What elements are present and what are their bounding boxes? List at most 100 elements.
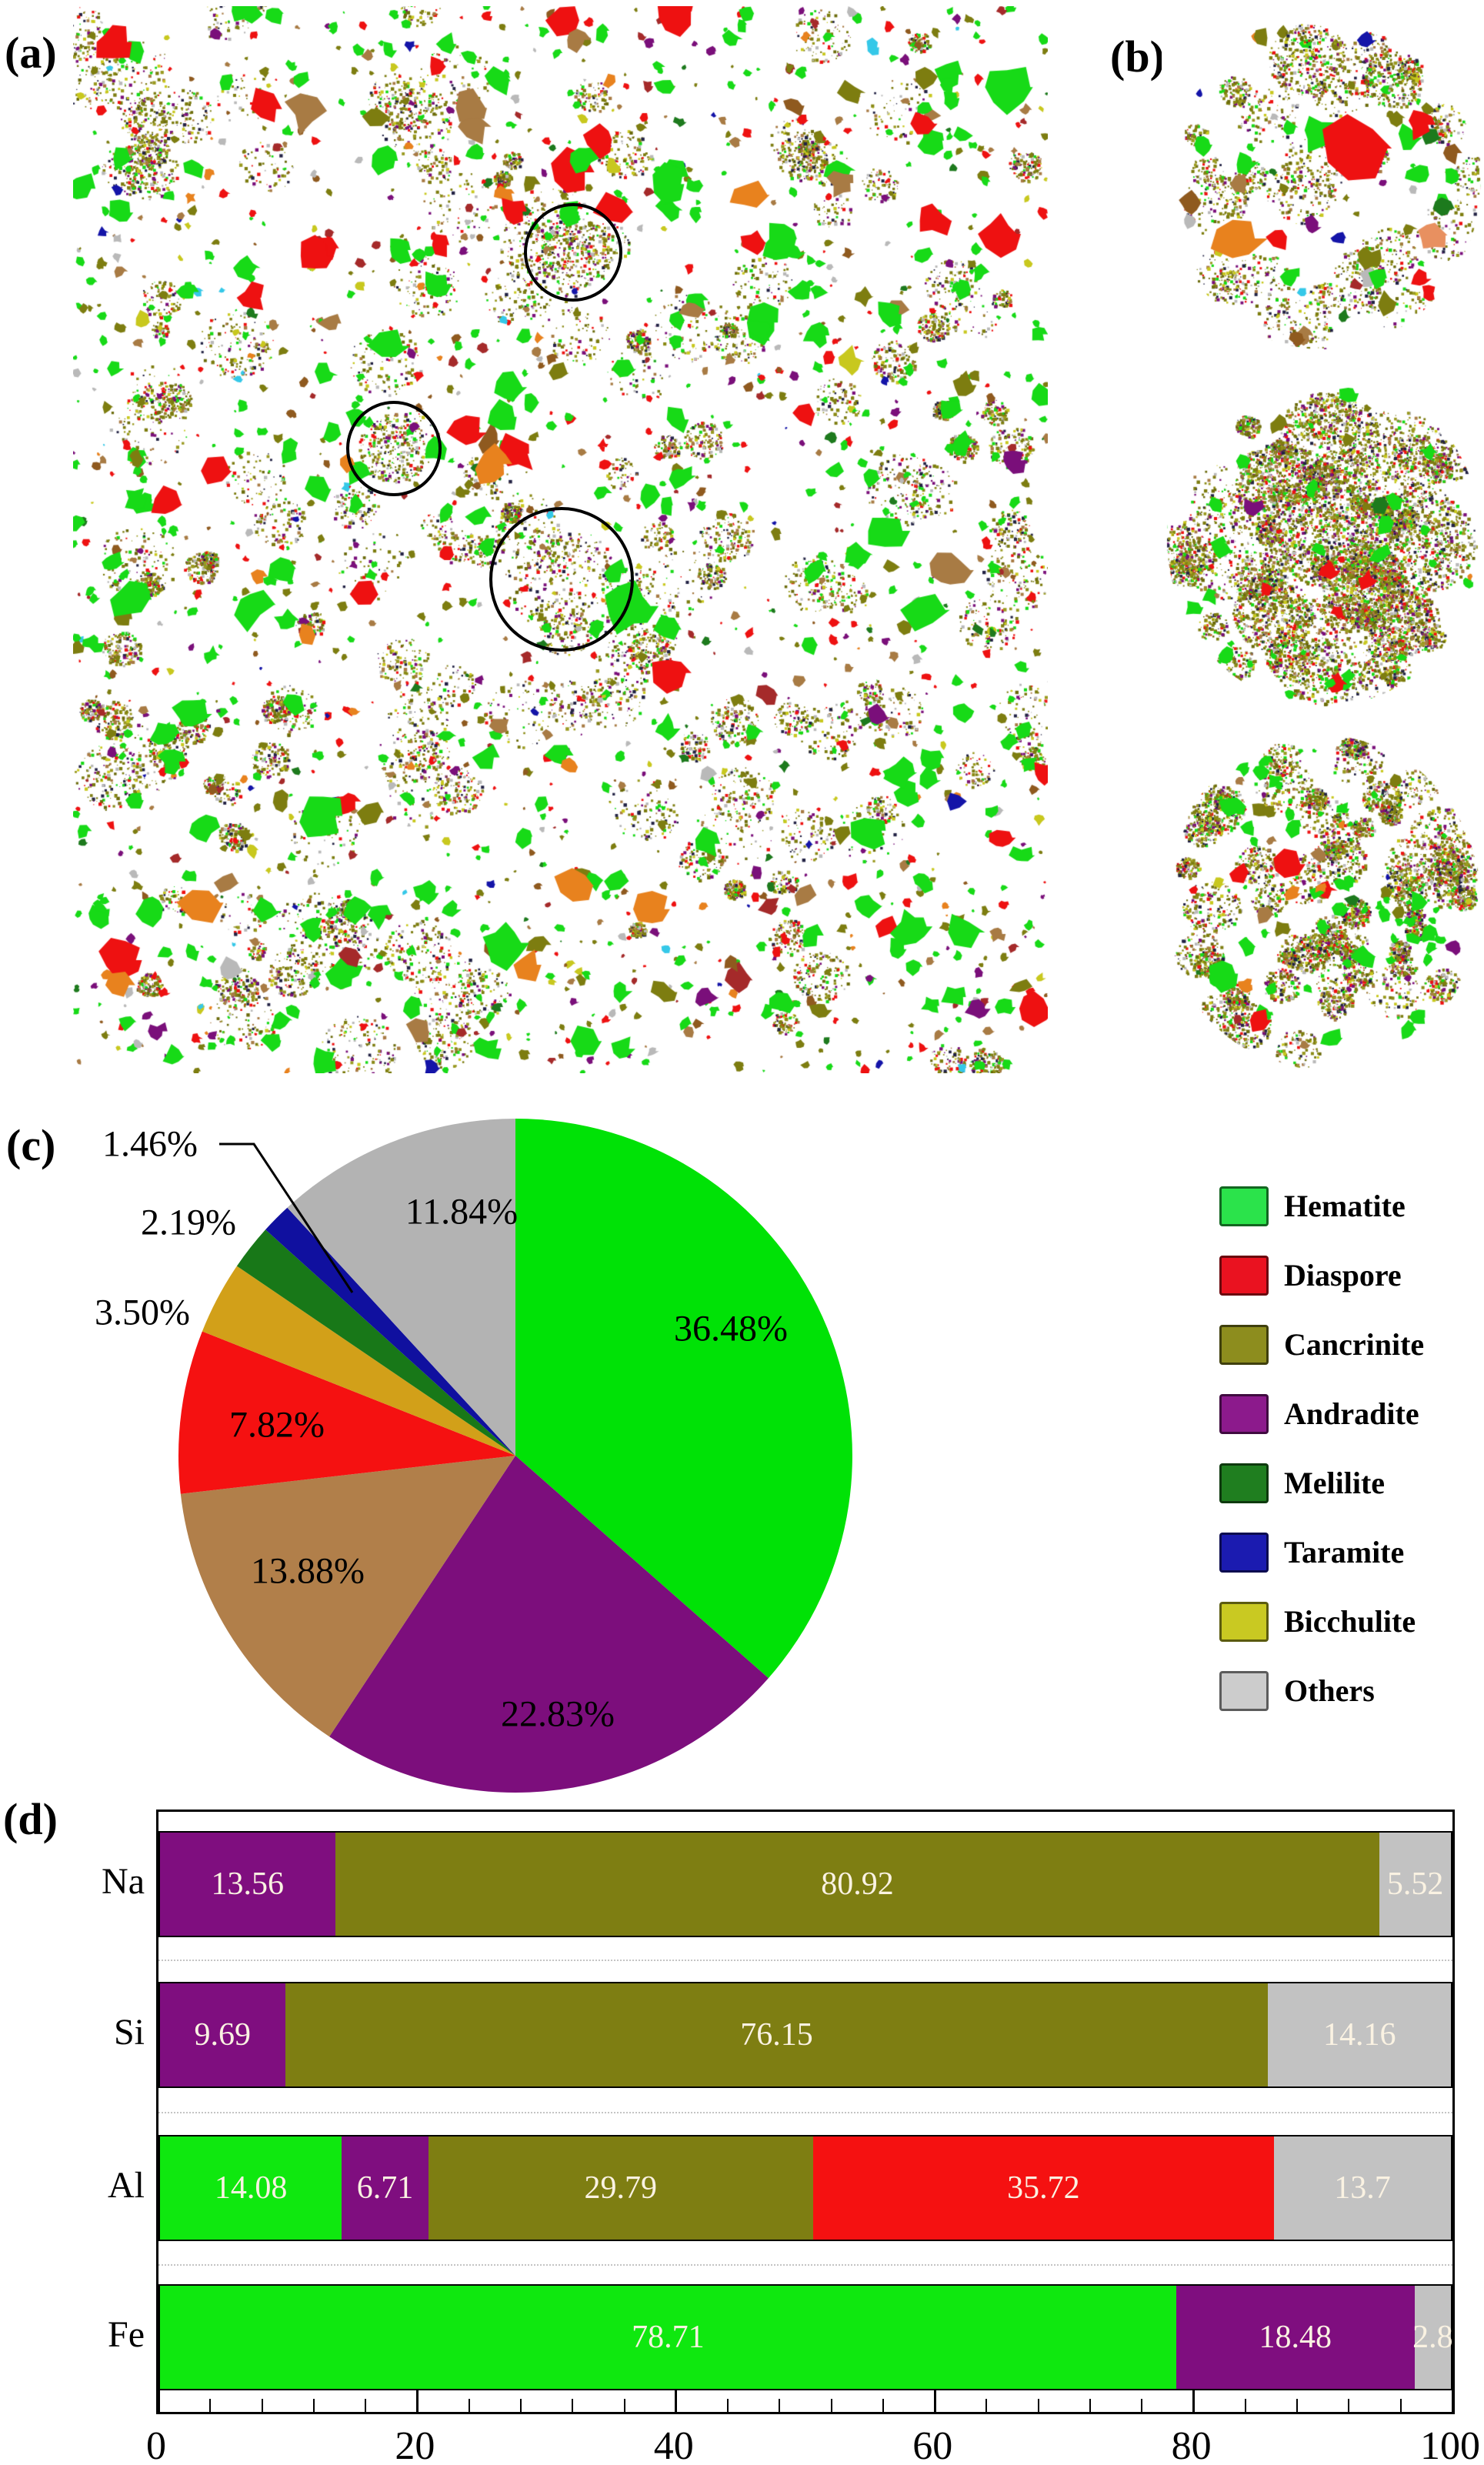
legend-swatch [1219,1671,1269,1711]
x-axis-minor-tick [312,2399,315,2412]
bar-segment-value: 18.48 [1259,2320,1332,2355]
legend-swatch [1219,1533,1269,1573]
legend-item-label: Others [1284,1673,1375,1708]
bar-segment-value: 13.7 [1334,2170,1391,2206]
pie-slice-others [287,1119,515,1456]
bar-segment-andradite: 18.48 [1176,2286,1415,2389]
legend-swatch [1219,1186,1269,1226]
legend-item-bicchulite: Bicchulite [1219,1600,1416,1643]
panel-a-annotation-circles [346,203,634,652]
pie-slice-melilite [236,1229,515,1456]
pie-label-hematite: 36.48% [674,1309,788,1349]
x-axis-minor-tick [1348,2399,1350,2412]
x-axis-minor-tick [1244,2399,1246,2412]
panel-b-label: (b) [1110,32,1165,82]
pie-slice-bicchulite [202,1266,515,1456]
x-axis-minor-tick [1089,2399,1092,2412]
bar-segment-diaspore: 35.72 [812,2136,1275,2240]
x-axis-tick-label: 0 [146,2424,166,2465]
legend-item-others: Others [1219,1669,1375,1713]
bar-segment-cancrinite: 29.79 [428,2136,813,2240]
x-axis-minor-tick [1399,2399,1402,2412]
panel-a-mineral-map [73,6,1048,1073]
pie-label-others: 11.84% [405,1192,518,1232]
bar-segment-value: 29.79 [584,2170,658,2206]
pie-chart: 36.48% 22.83% 13.88% 7.82% 3.50% 2.19% 1.46% 11… [95,1119,852,1793]
y-axis-label-al: Al [108,2165,145,2206]
bar-segment-andradite: 13.56 [160,1833,335,1936]
bar-segment-hematite: 14.08 [160,2136,342,2240]
x-axis-minor-tick [882,2399,884,2412]
bar-segment-value: 78.71 [632,2320,705,2355]
bar-segment-andradite: 6.71 [342,2136,429,2240]
bar-segment-value: 35.72 [1007,2170,1080,2206]
grid-line [158,2112,1452,2113]
x-axis-minor-tick [830,2399,832,2412]
bar-row-fe: 78.71 18.48 2.8 [158,2284,1453,2390]
x-axis-minor-tick [985,2399,988,2412]
x-axis-major-tick [1451,2389,1454,2412]
legend-item-label: Melilite [1284,1466,1386,1500]
x-axis-minor-tick [519,2399,522,2412]
bar-segment-value: 14.08 [214,2170,288,2206]
grid-line [158,1960,1452,1961]
pie-leader-line [219,1142,354,1293]
pie-label-cancrinite: 13.88% [251,1551,365,1592]
panel-b-circle-map-2 [1164,368,1484,709]
x-axis-minor-tick [365,2399,367,2412]
legend-item-label: Taramite [1284,1535,1405,1569]
highlight-circle [524,203,622,302]
pie-slice-hematite [515,1119,852,1679]
legend-item-melilite: Melilite [1219,1462,1385,1505]
legend-item-label: Hematite [1284,1189,1406,1223]
bar-segment-others: 5.52 [1379,1833,1451,1936]
x-axis-minor-tick [468,2399,470,2412]
legend-item-taramite: Taramite [1219,1531,1404,1574]
x-axis-minor-tick [1037,2399,1039,2412]
x-axis-minor-tick [261,2399,263,2412]
x-axis-minor-tick [1141,2399,1143,2412]
bar-segment-cancrinite: 80.92 [335,1833,1380,1936]
panel-d-label: (d) [3,1794,58,1844]
x-axis-major-tick [157,2389,160,2412]
legend-item-diaspore: Diaspore [1219,1254,1402,1297]
bar-segment-value: 9.69 [194,2017,252,2053]
x-axis-minor-tick [779,2399,781,2412]
pie-label-taramite: 1.46% [102,1124,198,1165]
pie-label-andradite: 22.83% [501,1694,615,1735]
bar-segment-value: 5.52 [1386,1866,1444,1902]
x-axis-tick-label: 60 [912,2424,953,2465]
x-axis-minor-tick [572,2399,574,2412]
y-axis-label-na: Na [102,1861,145,1902]
bar-segment-value: 13.56 [211,1866,285,1902]
legend-swatch [1219,1394,1269,1434]
x-axis-tick-label: 100 [1420,2424,1480,2465]
panel-b-circle-map-1 [1162,6,1484,352]
y-axis-label-fe: Fe [108,2314,145,2355]
pie-slice-taramite [265,1207,515,1456]
bar-segment-value: 76.15 [740,2017,813,2053]
x-axis-minor-tick [623,2399,625,2412]
panel-a-label: (a) [5,28,57,78]
legend-swatch [1219,1602,1269,1642]
panel-c-label: (c) [6,1120,56,1170]
bar-segment-value: 2.8 [1412,2320,1453,2355]
legend-swatch [1219,1325,1269,1365]
bar-segment-value: 80.92 [821,1866,894,1902]
legend-item-hematite: Hematite [1219,1185,1406,1228]
pie-label-bicchulite: 3.50% [95,1293,190,1333]
grid-line [158,2264,1452,2266]
x-axis-major-tick [1192,2389,1196,2412]
x-axis-tick-label: 40 [653,2424,694,2465]
bar-segment-value: 14.16 [1322,2017,1396,2053]
legend-swatch [1219,1256,1269,1296]
highlight-circle [346,401,442,496]
bar-segment-hematite: 78.71 [160,2286,1176,2389]
x-axis-tick-label: 20 [395,2424,435,2465]
legend-swatch [1219,1463,1269,1503]
bar-row-si: 9.69 76.15 14.16 [158,1982,1452,2088]
bar-segment-value: 6.71 [356,2170,414,2206]
bar-segment-others: 14.16 [1268,1983,1451,2086]
pie-label-melilite: 2.19% [141,1202,236,1243]
